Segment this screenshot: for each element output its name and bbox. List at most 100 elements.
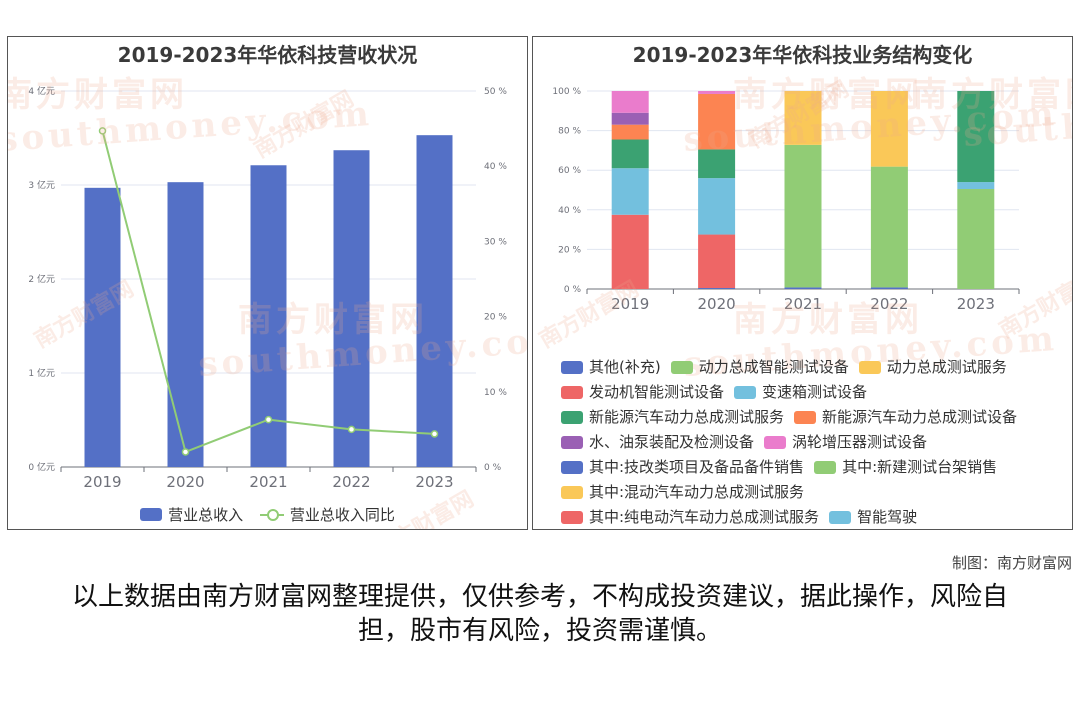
- legend-label-growth: 营业总收入同比: [289, 506, 395, 524]
- structure-chart-svg: 0 % 20 % 40 % 60 % 80 % 100 % 2019 2020 2021 2022…: [552, 87, 1020, 313]
- stacked-bar-segment: [611, 124, 649, 140]
- stacked-bar-segment: [784, 287, 822, 289]
- legend-item[interactable]: 其中:技改类项目及备品备件销售: [561, 455, 804, 480]
- y-tick-label: 20 %: [558, 245, 581, 255]
- y-left-tick-label: 4 亿元: [28, 85, 55, 97]
- legend-item[interactable]: 动力总成智能测试设备: [670, 355, 849, 380]
- revenue-legend: 营业总收入 营业总收入同比: [8, 504, 527, 525]
- legend-row: 其中:纯电动汽车动力总成测试服务 智能驾驶: [561, 505, 1071, 529]
- stacked-bar-segment: [698, 288, 736, 289]
- stacked-bar-segment: [611, 214, 649, 289]
- legend-row: 其中:混动汽车动力总成测试服务: [561, 480, 1071, 505]
- y-right-tick-label: 0 %: [484, 463, 502, 473]
- legend-swatch: [814, 461, 837, 474]
- revenue-chart-svg: 0 亿元 1 亿元 2 亿元 3 亿元 4 亿元 0 % 10 % 20 % 30 % 40 % 5…: [28, 85, 507, 491]
- y-left-tick-label: 2 亿元: [28, 273, 55, 285]
- legend-row: 水、油泵装配及检测设备 涡轮增压器测试设备: [561, 430, 1071, 455]
- revenue-chart-title: 2019-2023年华依科技营收状况: [117, 43, 418, 67]
- x-tick-label: 2019: [611, 295, 649, 313]
- stacked-bar-segment: [784, 91, 822, 145]
- x-tick-label: 2020: [166, 473, 204, 491]
- legend-swatch: [794, 411, 817, 424]
- stacked-bar-segment: [957, 189, 995, 289]
- stacked-bar-segment: [870, 91, 908, 167]
- y-right-tick-label: 20 %: [484, 313, 507, 323]
- stacked-bar-segment: [611, 168, 649, 215]
- legend-item-revenue[interactable]: 营业总收入: [140, 504, 243, 525]
- legend-item[interactable]: 其中:混动汽车动力总成测试服务: [561, 480, 804, 505]
- revenue-bar: [416, 135, 453, 467]
- legend-item[interactable]: 变速箱测试设备: [734, 380, 867, 405]
- chart-credit: 制图：南方财富网: [951, 554, 1072, 572]
- y-tick-label: 40 %: [558, 206, 581, 216]
- x-tick-label: 2022: [870, 295, 908, 313]
- stacked-bar-segment: [611, 139, 649, 169]
- legend-label: 变速箱测试设备: [762, 383, 868, 401]
- stacked-bar-segment: [611, 112, 649, 125]
- structure-chart-panel: 2019-2023年华依科技业务结构变化 0 % 20 % 40 % 60 % 80 %…: [532, 36, 1073, 530]
- legend-label: 其中:混动汽车动力总成测试服务: [589, 483, 805, 501]
- legend-swatch: [561, 361, 583, 374]
- y-tick-label: 60 %: [558, 166, 581, 176]
- legend-label: 其他(补充): [589, 358, 661, 376]
- legend-label: 动力总成智能测试设备: [698, 358, 849, 376]
- legend-swatch: [561, 411, 583, 424]
- y-tick-label: 80 %: [558, 127, 581, 137]
- legend-item[interactable]: 涡轮增压器测试设备: [764, 430, 927, 455]
- legend-item[interactable]: 其中:纯电动汽车动力总成测试服务: [561, 505, 820, 529]
- growth-point: [181, 448, 190, 456]
- legend-row: 其他(补充) 动力总成智能测试设备 动力总成测试服务: [561, 355, 1071, 380]
- y-right-tick-label: 40 %: [484, 162, 507, 172]
- legend-label: 水、油泵装配及检测设备: [589, 433, 755, 451]
- disclaimer-text: 以上数据由南方财富网整理提供，仅供参考，不构成投资建议，据此操作，风险自担，股市…: [71, 582, 1008, 646]
- legend-swatch: [561, 461, 583, 474]
- legend-item[interactable]: 水、油泵装配及检测设备: [561, 430, 754, 455]
- legend-label-revenue: 营业总收入: [168, 506, 244, 524]
- x-tick-label: 2021: [249, 473, 287, 491]
- x-tick-label: 2023: [415, 473, 453, 491]
- stacked-bar-segment: [698, 91, 736, 94]
- legend-row: 发动机智能测试设备 变速箱测试设备: [561, 380, 1071, 405]
- legend-swatch-growth: [259, 508, 284, 521]
- revenue-bar: [84, 187, 121, 467]
- y-tick-label: 0 %: [564, 285, 582, 295]
- growth-point: [347, 425, 356, 434]
- revenue-bar: [167, 182, 204, 467]
- growth-point: [98, 127, 107, 135]
- stacked-bar-segment: [870, 166, 908, 288]
- legend-item[interactable]: 智能驾驶: [829, 505, 918, 529]
- legend-item-growth[interactable]: 营业总收入同比: [259, 504, 395, 525]
- legend-item[interactable]: 其他(补充): [561, 355, 661, 380]
- stacked-bar-segment: [870, 287, 908, 289]
- y-left-tick-label: 3 亿元: [28, 179, 55, 191]
- y-right-tick-label: 50 %: [484, 87, 507, 97]
- legend-item[interactable]: 新能源汽车动力总成测试服务: [561, 405, 784, 430]
- revenue-chart-panel: 2019-2023年华依科技营收状况 0 亿元 1 亿元 2 亿元 3 亿元 4 亿元 0…: [7, 36, 528, 530]
- growth-point: [430, 430, 439, 438]
- legend-swatch: [829, 511, 852, 524]
- growth-point: [264, 415, 273, 424]
- legend-swatch: [858, 361, 881, 374]
- revenue-bar: [333, 150, 370, 467]
- stacked-bar-segment: [957, 182, 995, 190]
- structure-legend: 其他(补充) 动力总成智能测试设备 动力总成测试服务发动机智能测试设备 变速箱测试设备…: [561, 355, 1071, 529]
- y-tick-label: 100 %: [552, 87, 581, 97]
- stacked-bar-segment: [698, 149, 736, 179]
- y-left-tick-label: 0 亿元: [28, 461, 55, 473]
- x-tick-label: 2022: [332, 473, 370, 491]
- legend-label: 其中:纯电动汽车动力总成测试服务: [589, 508, 820, 526]
- legend-swatch: [561, 486, 583, 499]
- legend-label: 新能源汽车动力总成测试设备: [822, 408, 1018, 426]
- stacked-bar-segment: [784, 144, 822, 288]
- legend-row: 新能源汽车动力总成测试服务 新能源汽车动力总成测试设备: [561, 405, 1071, 430]
- x-tick-label: 2023: [957, 295, 995, 313]
- legend-item[interactable]: 新能源汽车动力总成测试设备: [794, 405, 1017, 430]
- stacked-bar-segment: [611, 91, 649, 113]
- legend-row: 其中:技改类项目及备品备件销售 其中:新建测试台架销售: [561, 455, 1071, 480]
- legend-swatch: [670, 361, 693, 374]
- legend-swatch: [561, 386, 583, 399]
- legend-label: 智能驾驶: [857, 508, 918, 526]
- legend-item[interactable]: 发动机智能测试设备: [561, 380, 724, 405]
- legend-item[interactable]: 动力总成测试服务: [858, 355, 1007, 380]
- legend-item[interactable]: 其中:新建测试台架销售: [814, 455, 997, 480]
